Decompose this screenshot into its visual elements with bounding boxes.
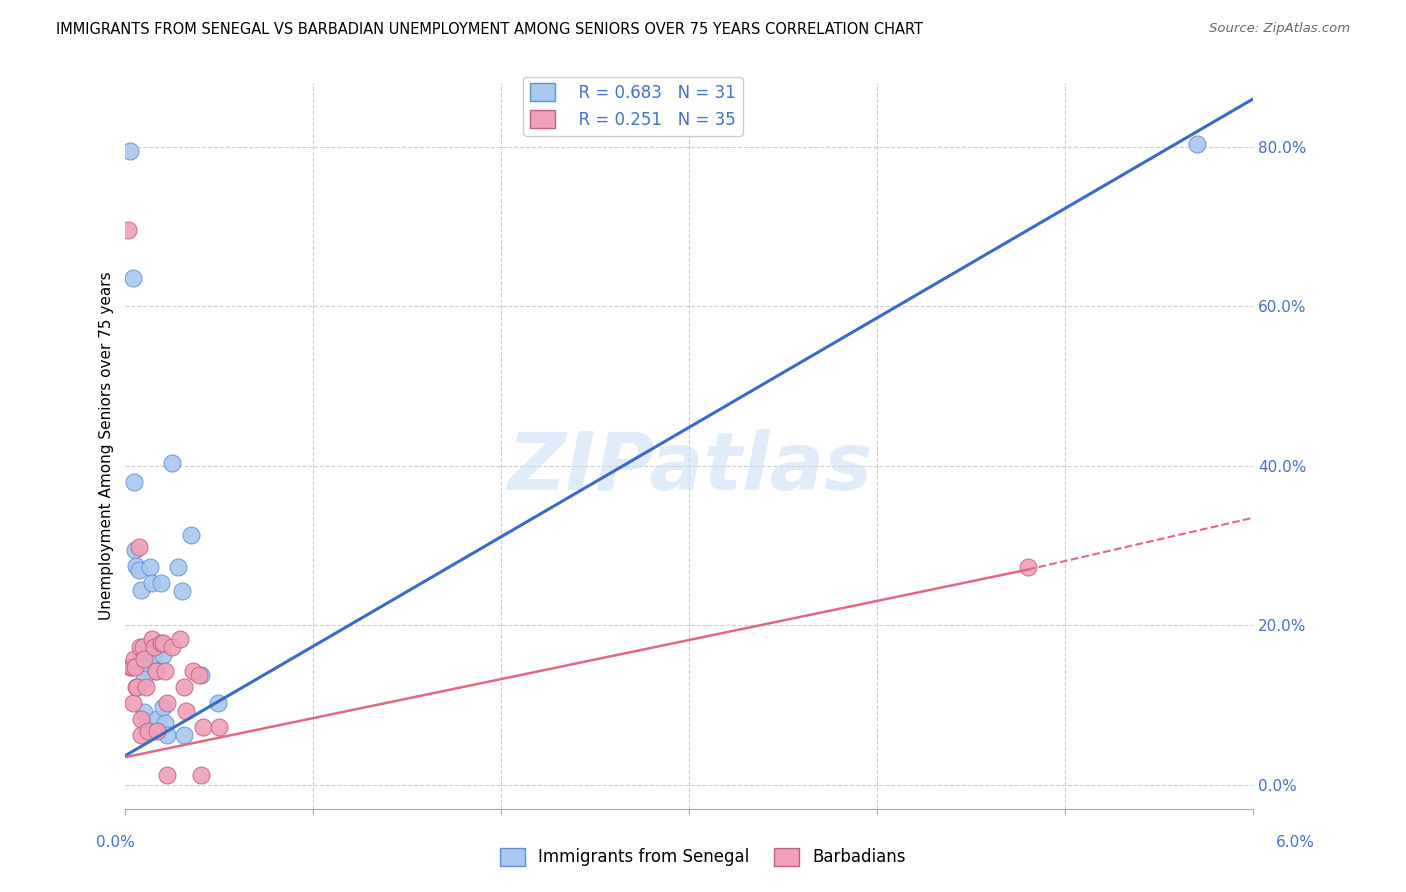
Point xyxy=(134,705,156,719)
Point xyxy=(208,720,231,734)
Point xyxy=(146,723,169,738)
Point xyxy=(136,723,159,738)
Point xyxy=(132,660,155,674)
Point xyxy=(150,576,173,591)
Point xyxy=(174,704,197,718)
Point xyxy=(169,632,191,646)
Point xyxy=(124,660,146,674)
Point xyxy=(122,475,145,489)
Point xyxy=(170,584,193,599)
Point xyxy=(131,648,153,662)
Point xyxy=(117,223,139,237)
Point xyxy=(128,563,150,577)
Point xyxy=(128,640,150,654)
Point xyxy=(122,652,145,666)
Point xyxy=(156,728,179,742)
Point xyxy=(173,680,195,694)
Point xyxy=(141,632,163,646)
Point xyxy=(156,696,179,710)
Text: Source: ZipAtlas.com: Source: ZipAtlas.com xyxy=(1209,22,1350,36)
Legend:   R = 0.683   N = 31,   R = 0.251   N = 35: R = 0.683 N = 31, R = 0.251 N = 35 xyxy=(523,77,742,136)
Point xyxy=(1017,560,1039,574)
Point xyxy=(167,560,190,574)
Y-axis label: Unemployment Among Seniors over 75 years: Unemployment Among Seniors over 75 years xyxy=(100,271,114,620)
Point xyxy=(125,680,148,694)
Point xyxy=(207,696,229,710)
Point xyxy=(181,664,204,678)
Point xyxy=(134,652,156,666)
Point xyxy=(124,542,146,557)
Point xyxy=(139,560,162,574)
Point xyxy=(152,699,174,714)
Point xyxy=(132,640,155,654)
Text: 0.0%: 0.0% xyxy=(96,836,135,850)
Point xyxy=(152,648,174,662)
Text: ZIPatlas: ZIPatlas xyxy=(508,429,872,507)
Point xyxy=(191,720,214,734)
Point xyxy=(190,668,212,682)
Text: 6.0%: 6.0% xyxy=(1275,836,1315,850)
Point xyxy=(122,696,145,710)
Text: IMMIGRANTS FROM SENEGAL VS BARBADIAN UNEMPLOYMENT AMONG SENIORS OVER 75 YEARS CO: IMMIGRANTS FROM SENEGAL VS BARBADIAN UNE… xyxy=(56,22,924,37)
Point xyxy=(120,660,142,674)
Legend: Immigrants from Senegal, Barbadians: Immigrants from Senegal, Barbadians xyxy=(494,841,912,873)
Point xyxy=(150,636,173,650)
Point xyxy=(120,144,142,158)
Point xyxy=(135,680,157,694)
Point xyxy=(129,648,152,662)
Point xyxy=(128,541,150,555)
Point xyxy=(152,636,174,650)
Point xyxy=(122,271,145,285)
Point xyxy=(187,668,209,682)
Point xyxy=(125,558,148,573)
Point xyxy=(1185,137,1208,152)
Point xyxy=(173,728,195,742)
Point xyxy=(135,720,157,734)
Point xyxy=(153,664,176,678)
Point xyxy=(153,715,176,730)
Point xyxy=(190,767,212,781)
Point xyxy=(131,728,153,742)
Point xyxy=(129,582,152,597)
Point xyxy=(142,648,165,662)
Point xyxy=(145,664,167,678)
Point xyxy=(180,528,202,542)
Point xyxy=(121,660,143,674)
Point xyxy=(134,672,156,686)
Point xyxy=(129,712,152,726)
Point xyxy=(146,712,169,726)
Point xyxy=(125,680,148,694)
Point xyxy=(162,640,184,654)
Point xyxy=(141,576,163,591)
Point xyxy=(142,640,165,654)
Point xyxy=(162,457,184,471)
Point xyxy=(156,767,179,781)
Point xyxy=(145,664,167,678)
